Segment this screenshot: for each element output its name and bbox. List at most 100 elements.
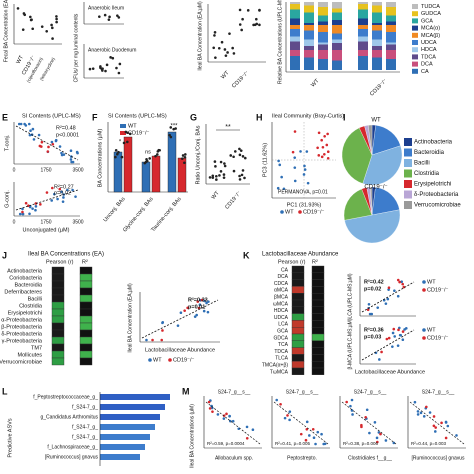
dot (174, 127, 177, 130)
shape (372, 25, 382, 31)
dot (258, 8, 261, 12)
label: Ileal BA Concentrations (EA) (28, 252, 104, 258)
shape (79, 329, 93, 338)
shape (404, 169, 412, 178)
shape (318, 42, 328, 45)
dot (387, 286, 391, 290)
dot (238, 23, 242, 26)
shape (311, 354, 325, 362)
shape (318, 32, 328, 43)
dot (215, 174, 218, 178)
label: Bacteroidia (414, 150, 445, 156)
dot (51, 37, 54, 40)
dot (365, 408, 369, 412)
dot (169, 126, 173, 129)
label: WT (310, 78, 321, 89)
label: 0 (13, 219, 16, 225)
shape (51, 322, 65, 331)
dot (214, 165, 217, 168)
label: CD19⁻/⁻ (364, 185, 387, 191)
dot (91, 67, 95, 70)
dot (169, 135, 173, 139)
label: PC1 (31.93%) (287, 202, 322, 208)
label: CFUs/ per mg luminal contents (73, 13, 79, 82)
dot (211, 174, 215, 178)
axis-line (205, 401, 261, 445)
label: Pearson (r) (46, 259, 74, 265)
shape (311, 293, 325, 301)
label: Peptostrepto. (287, 455, 317, 461)
shape (51, 266, 65, 275)
dot (100, 67, 104, 71)
label: [Ruminococcus] gnavus (45, 454, 99, 460)
dot (231, 419, 235, 423)
label: β-MCA (UPLC-MS;µM) (347, 318, 353, 369)
dot (314, 442, 317, 446)
label: * (119, 140, 122, 146)
dot (69, 149, 73, 152)
dot (392, 441, 396, 445)
shape (372, 5, 382, 13)
shape (372, 12, 382, 23)
shape (291, 272, 305, 280)
dot (50, 199, 53, 202)
dot (34, 202, 38, 205)
label: CA (281, 267, 289, 273)
dot (208, 176, 212, 179)
shape (311, 272, 325, 280)
shape (291, 361, 305, 369)
dot (207, 300, 210, 303)
shape (79, 308, 93, 317)
label: Anaerobic Ileum (88, 5, 124, 11)
dot (37, 133, 41, 137)
shape (311, 320, 325, 328)
dot (384, 439, 388, 442)
dot (288, 410, 292, 413)
label: R²=0.36 (364, 326, 384, 333)
dot (30, 18, 33, 22)
dot (391, 345, 394, 348)
label: δ-Proteobacteria (1, 331, 43, 337)
label: Lactobacillaceae Abundance (145, 347, 215, 353)
label: R²=0.38, p=0.006 (343, 441, 379, 446)
label: δ-Proteobacteria (414, 192, 459, 198)
label: LCA (UPLC-MS;µM) (347, 273, 353, 318)
dot (28, 212, 31, 216)
dot (223, 164, 227, 168)
label: 0 (13, 167, 16, 173)
shape (167, 131, 177, 193)
shape (79, 336, 93, 345)
dot (325, 143, 329, 147)
shape (141, 161, 151, 193)
shape (51, 280, 65, 289)
dot (240, 173, 244, 177)
label: 3500 (72, 219, 83, 225)
dot (293, 179, 297, 183)
label: TωMCA (270, 369, 289, 375)
label: R²=0.48 (56, 125, 76, 131)
label: S24-7_g__s__ (218, 389, 251, 395)
dot (385, 337, 389, 341)
dot (213, 160, 217, 163)
label: β-Proteobacteria (1, 324, 43, 330)
shape (290, 4, 300, 10)
shape (311, 299, 325, 308)
dot (243, 176, 246, 180)
dot (234, 150, 237, 153)
label: UDCA (274, 315, 289, 321)
dot (116, 14, 119, 17)
label: Coriobacteria (9, 275, 43, 281)
label: Ileal BA Concentrations (µM) (189, 404, 195, 468)
dot (24, 124, 28, 127)
dot (440, 421, 443, 425)
dot (326, 157, 330, 160)
dot (396, 344, 400, 347)
shape (386, 21, 396, 25)
dot (88, 67, 92, 71)
dot (34, 205, 38, 208)
dot (360, 425, 363, 429)
dot (154, 154, 157, 158)
dot (46, 150, 50, 153)
dot (60, 153, 64, 157)
label: S24-7_g__s__ (354, 389, 387, 395)
